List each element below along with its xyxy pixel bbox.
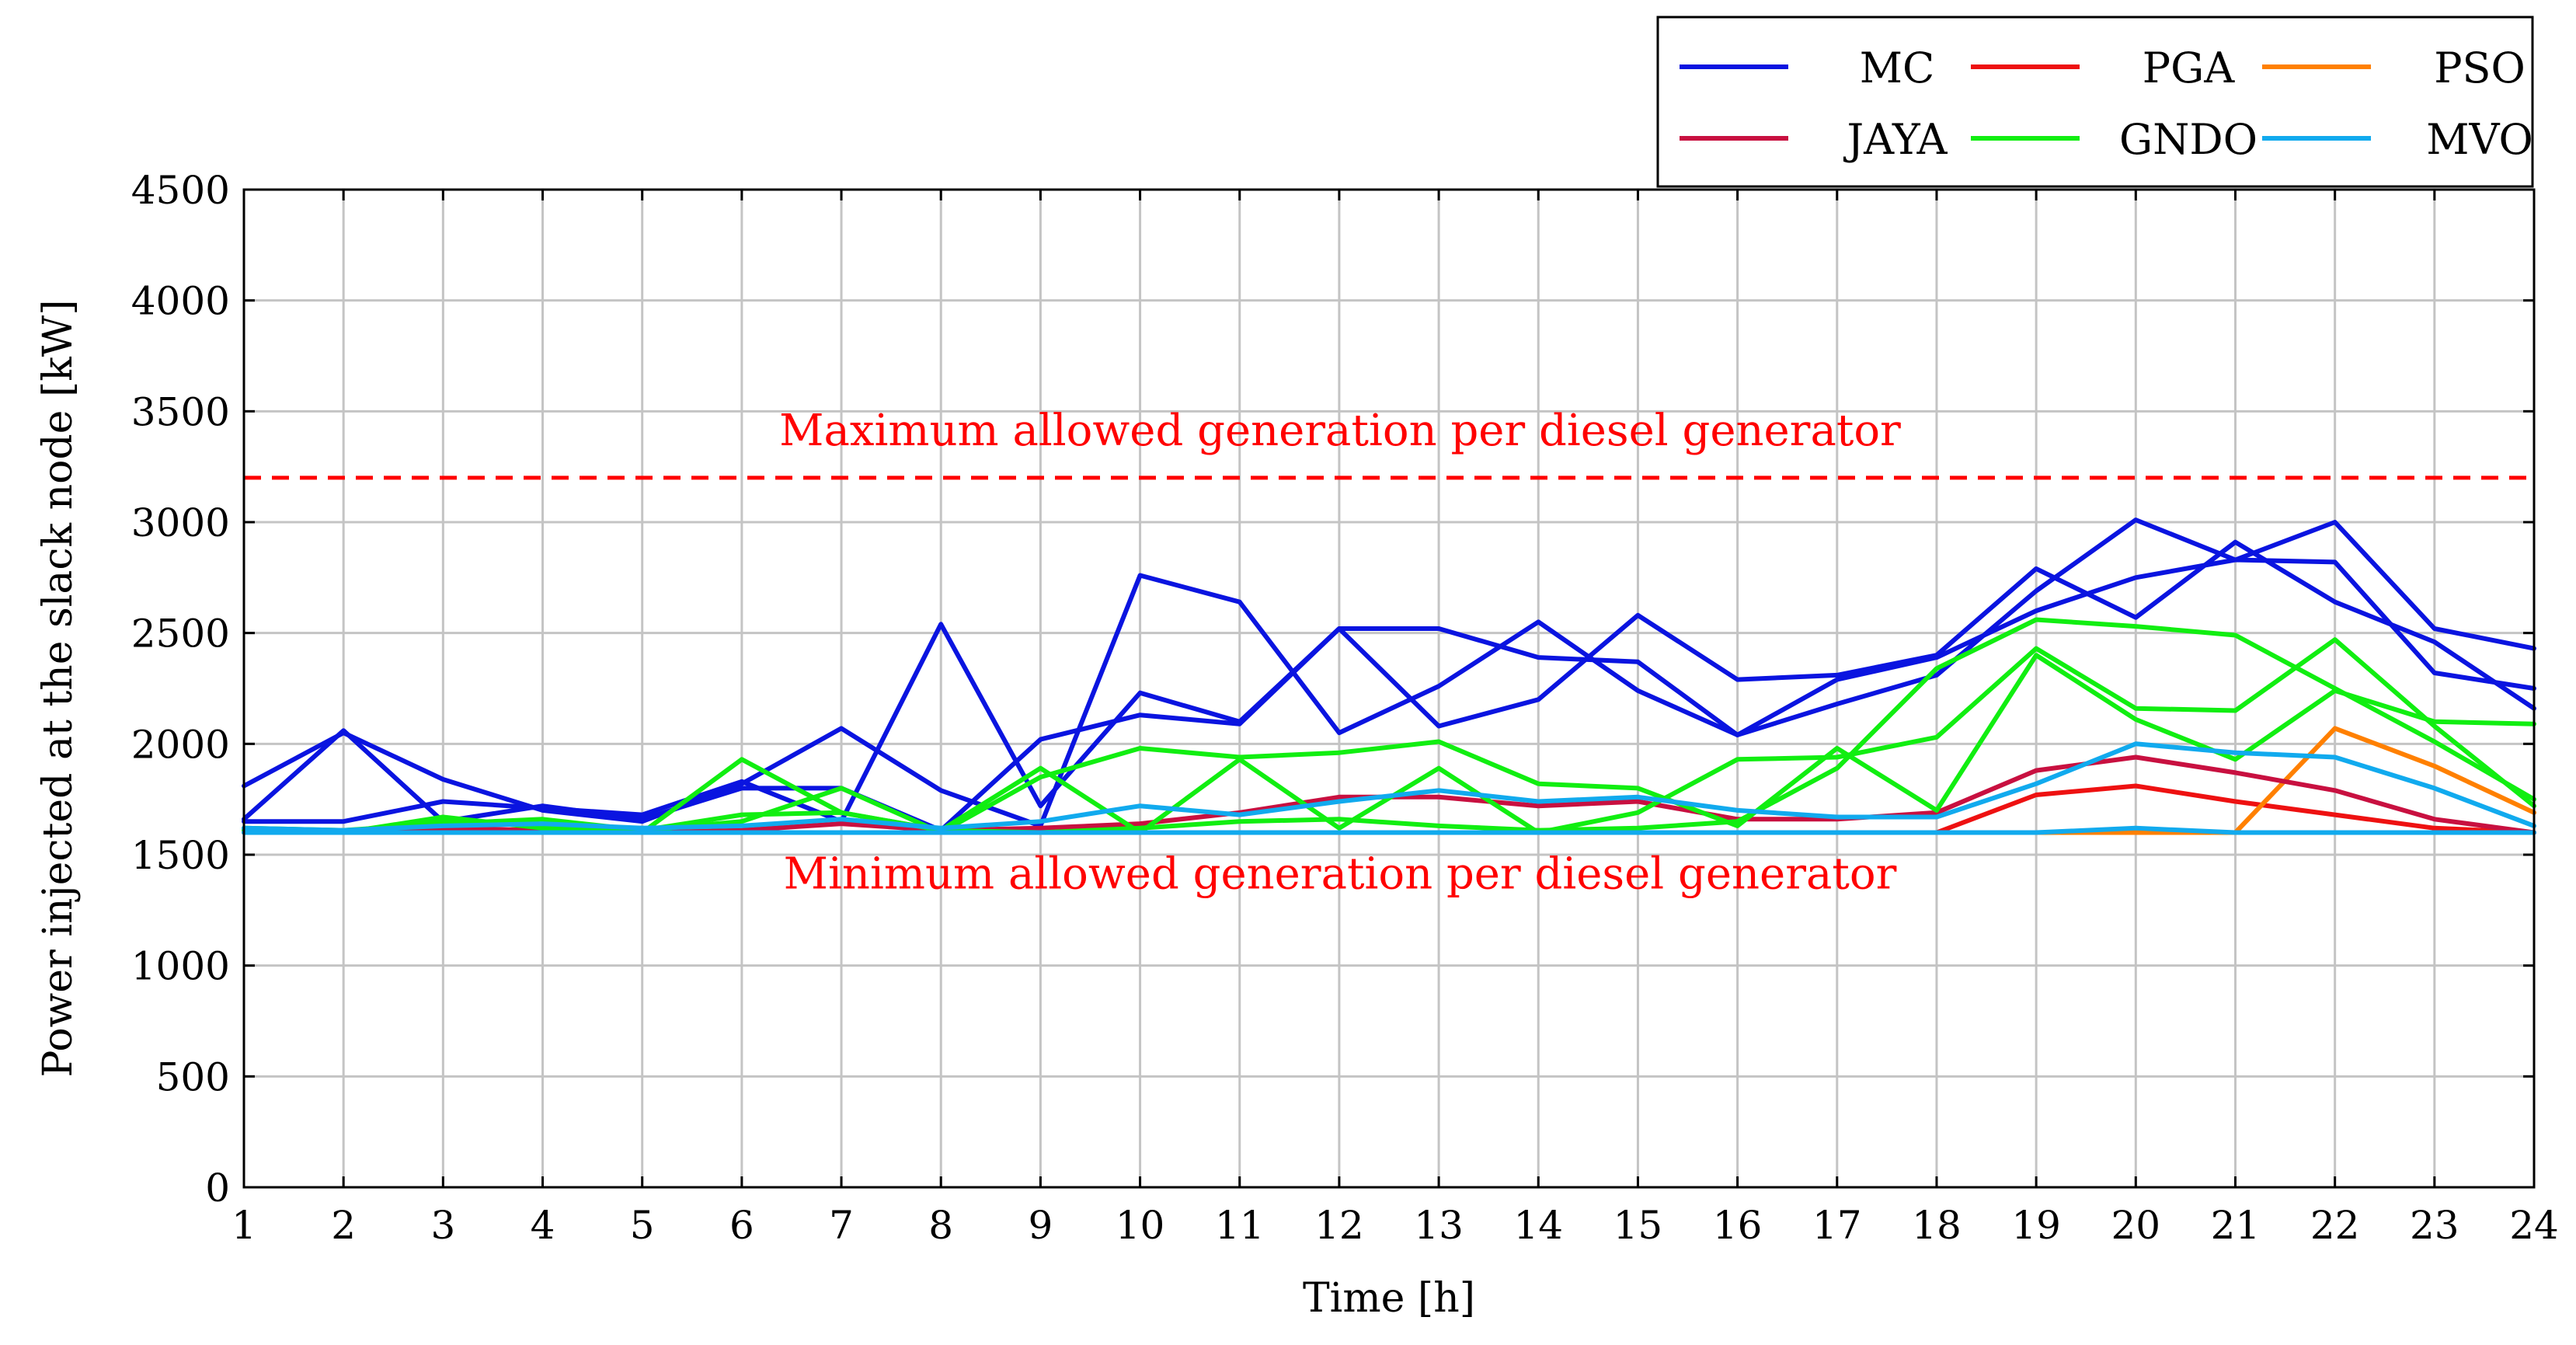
x-tick-label: 18	[1912, 1203, 1962, 1248]
x-tick-label: 3	[430, 1203, 455, 1248]
x-tick-label: 7	[829, 1203, 854, 1248]
legend-label-gndo: GNDO	[2119, 115, 2257, 164]
series-line-mvo	[242, 741, 2536, 833]
x-tick-label: 13	[1414, 1203, 1464, 1248]
x-tick-label: 14	[1513, 1203, 1563, 1248]
x-tick-label: 21	[2211, 1203, 2261, 1248]
x-tick-label: 20	[2111, 1203, 2160, 1248]
y-tick-label: 2500	[131, 612, 230, 657]
reference-line-label: Minimum allowed generation per diesel ge…	[784, 848, 1897, 899]
y-tick-label: 2000	[131, 722, 230, 767]
y-tick-label: 3500	[131, 389, 230, 434]
x-tick-label: 10	[1116, 1203, 1165, 1248]
legend-label-pga: PGA	[2143, 44, 2235, 92]
y-tick-label: 4000	[131, 279, 230, 324]
x-tick-label: 2	[331, 1203, 356, 1248]
y-tick-label: 1500	[131, 833, 230, 878]
legend-box	[1656, 16, 2534, 188]
x-tick-label: 1	[231, 1203, 256, 1248]
x-tick-label: 15	[1613, 1203, 1663, 1248]
series-line-mc	[242, 517, 2536, 824]
y-tick-label: 4500	[131, 168, 230, 213]
x-tick-label: 17	[1812, 1203, 1862, 1248]
series-line-mc	[242, 557, 2536, 828]
series-line-mc	[242, 539, 2536, 833]
reference-line-label: Maximum allowed generation per diesel ge…	[779, 406, 1901, 456]
legend-label-mvo: MVO	[2426, 115, 2533, 164]
plot-frame	[242, 188, 2536, 1189]
series-line-mvo	[242, 825, 2536, 835]
y-tick-label: 500	[156, 1054, 230, 1099]
legend-label-jaya: JAYA	[1843, 115, 1948, 164]
x-tick-label: 11	[1215, 1203, 1265, 1248]
legend: MC PGA PSO JAYA GNDO MVO	[1656, 16, 2534, 188]
axis-ticks: 1 2 3 4 5 6 7 8 9 10 11 12 13 14 15 16 17 18 19 20 21 22 23 240…	[131, 168, 2559, 1248]
x-tick-label: 22	[2310, 1203, 2360, 1248]
y-tick-label: 3000	[131, 500, 230, 545]
x-axis-title: Time [h]	[1303, 1275, 1475, 1322]
y-axis-title: Power injected at the slack node [kW]	[35, 300, 82, 1078]
x-tick-label: 23	[2410, 1203, 2459, 1248]
x-tick-label: 5	[630, 1203, 655, 1248]
series-lines	[242, 517, 2536, 835]
x-tick-label: 4	[531, 1203, 555, 1248]
y-tick-label: 0	[205, 1166, 230, 1211]
x-tick-label: 12	[1314, 1203, 1364, 1248]
legend-label-pso: PSO	[2434, 44, 2526, 92]
x-tick-label: 19	[2011, 1203, 2061, 1248]
x-tick-label: 9	[1028, 1203, 1053, 1248]
x-tick-label: 6	[729, 1203, 754, 1248]
x-tick-label: 24	[2509, 1203, 2559, 1248]
annotations: Maximum allowed generation per diesel ge…	[779, 406, 1901, 900]
y-tick-label: 1000	[131, 944, 230, 989]
x-tick-label: 8	[928, 1203, 953, 1248]
legend-label-mc: MC	[1860, 44, 1935, 92]
x-tick-label: 16	[1713, 1203, 1763, 1248]
